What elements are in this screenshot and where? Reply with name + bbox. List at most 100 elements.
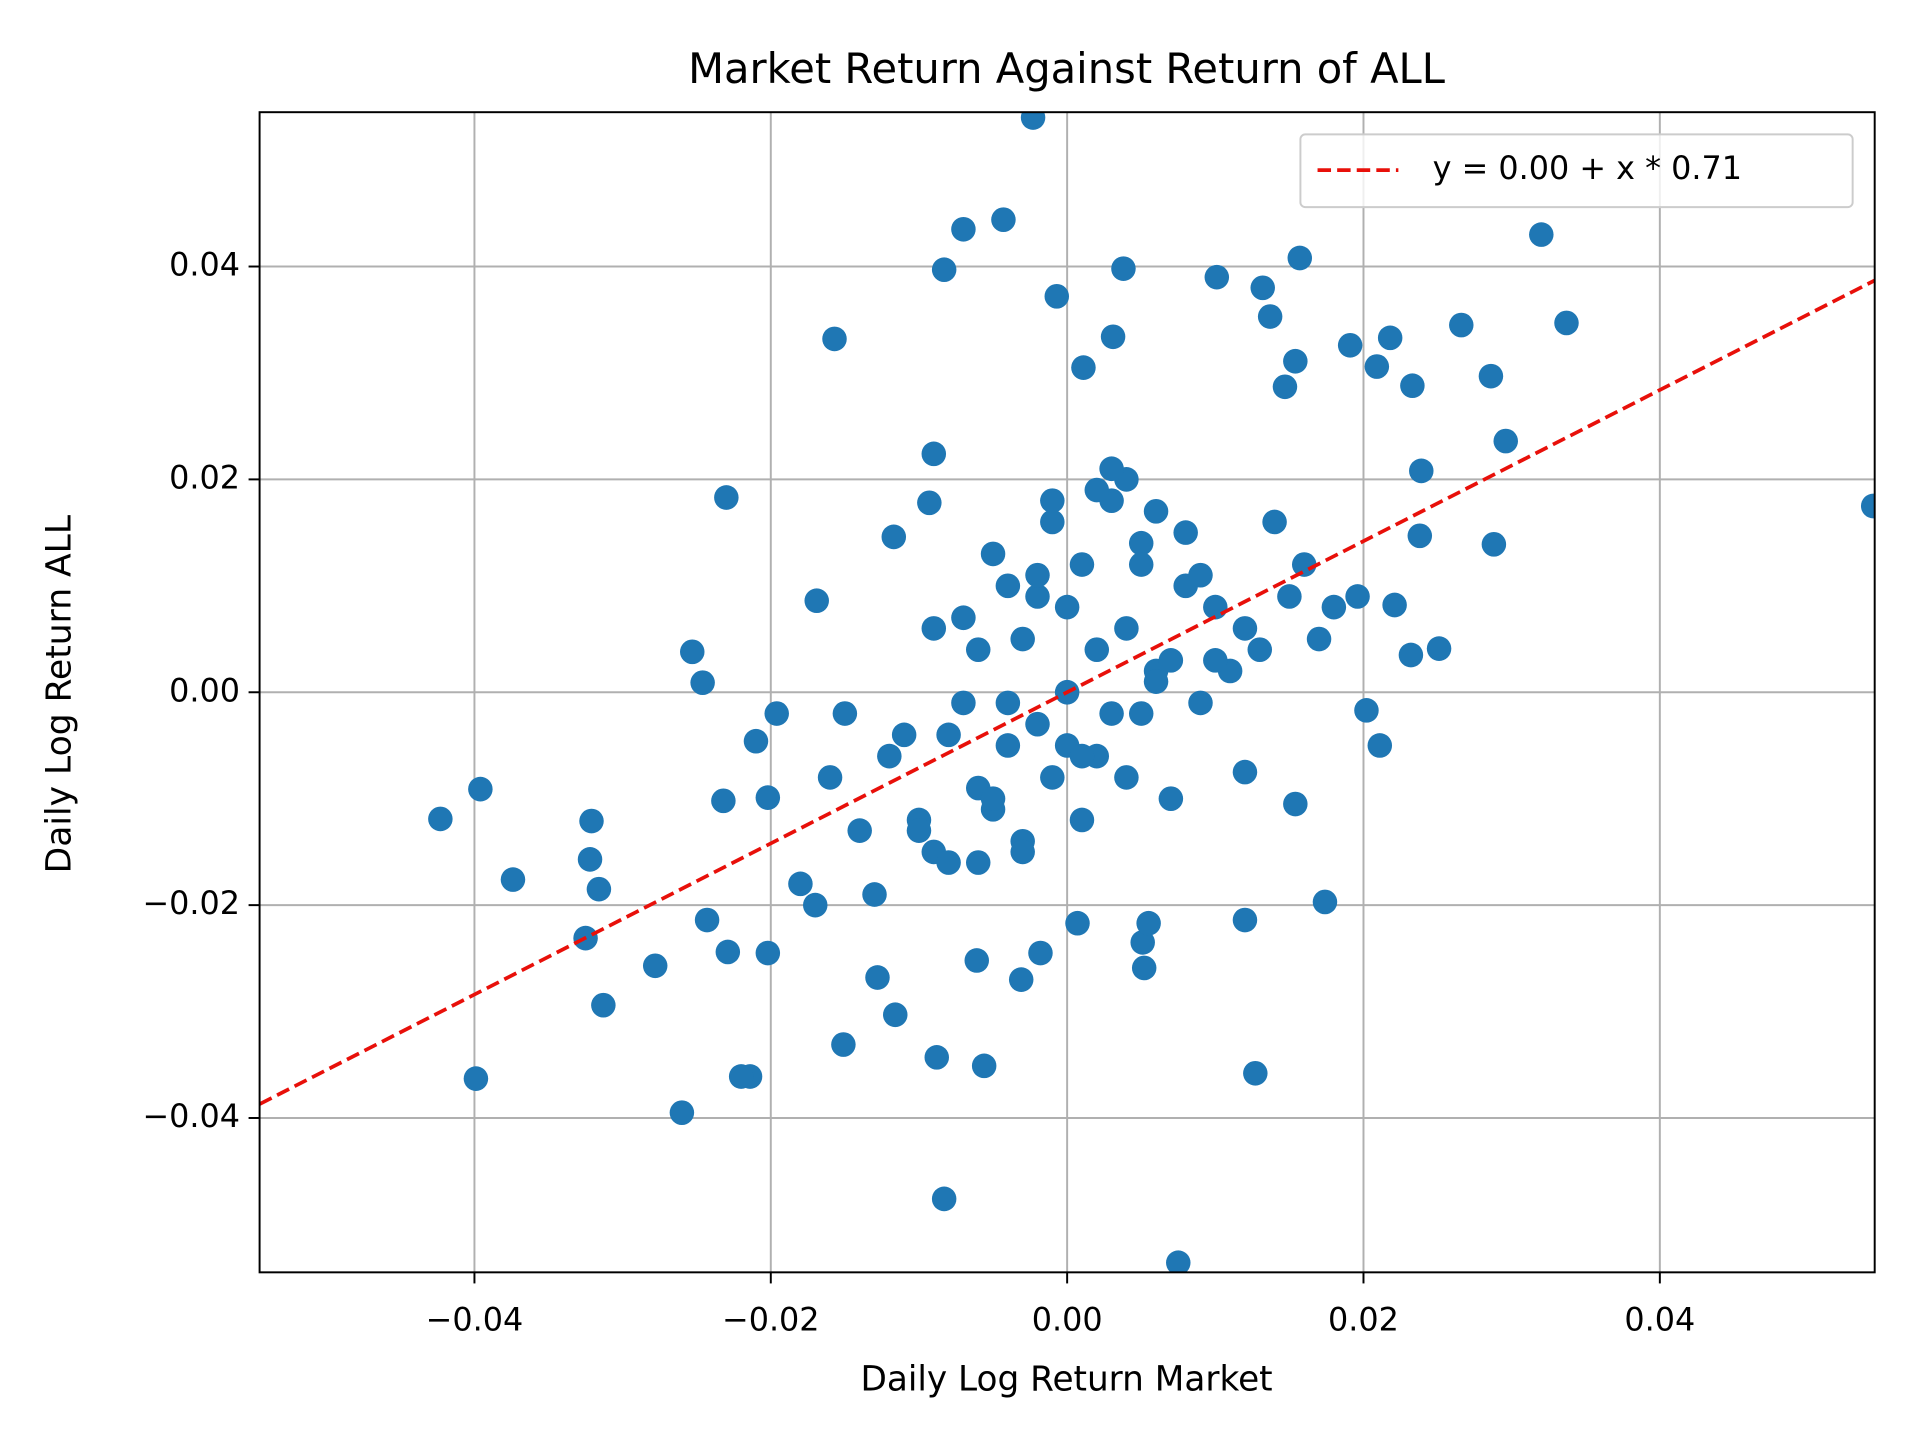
x-tick-label: −0.04: [426, 1301, 524, 1339]
point: [1382, 592, 1407, 618]
point: [1173, 520, 1198, 545]
point: [642, 953, 668, 979]
point: [1232, 907, 1258, 933]
point: [817, 765, 843, 790]
point: [743, 728, 769, 754]
point: [1020, 112, 1046, 130]
point: [1409, 458, 1434, 484]
point: [1481, 531, 1507, 557]
point: [728, 1064, 754, 1089]
point: [891, 722, 917, 748]
point: [877, 743, 902, 769]
x-tick-label: 0.04: [1624, 1301, 1695, 1339]
point: [1232, 759, 1258, 785]
point: [951, 216, 976, 242]
point: [1111, 256, 1136, 281]
point: [1188, 562, 1213, 588]
x-tick-label: 0.00: [1032, 1301, 1103, 1339]
point: [1243, 1060, 1268, 1086]
y-tick-label: 0.02: [169, 458, 240, 496]
point: [690, 670, 715, 696]
point: [1277, 584, 1302, 609]
legend: y = 0.00 + x * 0.71: [1299, 133, 1854, 209]
point: [931, 1186, 957, 1212]
point: [1398, 642, 1424, 668]
point: [1232, 616, 1258, 641]
point: [715, 939, 741, 965]
point: [1860, 493, 1875, 519]
point: [881, 524, 907, 550]
point: [1054, 594, 1080, 620]
point: [577, 847, 603, 872]
point: [1257, 304, 1283, 329]
point: [847, 818, 872, 843]
point: [1136, 910, 1161, 936]
point: [1010, 626, 1035, 652]
point: [931, 257, 957, 283]
point: [669, 1100, 695, 1126]
point: [1128, 530, 1154, 556]
point: [921, 616, 947, 641]
x-tick-label: 0.02: [1328, 1301, 1399, 1339]
point: [1025, 562, 1050, 588]
point: [951, 605, 976, 631]
point: [995, 573, 1021, 599]
point: [1188, 690, 1213, 716]
chart-title: Market Return Against Return of ALL: [688, 44, 1446, 93]
point: [965, 850, 991, 875]
point: [1084, 637, 1110, 663]
point: [951, 690, 976, 716]
point: [1084, 477, 1110, 503]
point: [1478, 363, 1504, 389]
point: [1099, 456, 1124, 482]
point: [579, 808, 604, 834]
point: [831, 1032, 856, 1057]
point: [964, 948, 990, 973]
point: [862, 882, 887, 907]
y-tick-label: −0.04: [142, 1097, 240, 1135]
point: [463, 1066, 489, 1091]
point: [1010, 839, 1035, 865]
point: [1143, 669, 1169, 694]
point: [1306, 626, 1332, 652]
point: [1143, 498, 1169, 524]
point: [1069, 807, 1095, 833]
point: [1250, 275, 1275, 301]
point: [995, 733, 1021, 758]
point: [980, 786, 1006, 812]
point: [1287, 245, 1313, 271]
point: [803, 892, 828, 918]
point: [1321, 594, 1347, 620]
legend-box: [1299, 133, 1854, 209]
point: [1204, 264, 1230, 290]
point: [906, 818, 932, 843]
point: [1367, 733, 1393, 758]
point: [500, 867, 526, 892]
point: [1071, 355, 1096, 380]
grid: −0.04 −0.02 0.00 0.02 0.04 −0.04 −0.02 0.00 0.02…: [142, 112, 1875, 1339]
point: [1158, 786, 1184, 812]
point: [1130, 930, 1155, 955]
point: [991, 207, 1016, 233]
point: [1493, 428, 1518, 454]
point: [586, 876, 612, 902]
point: [883, 1002, 908, 1028]
point: [1203, 648, 1228, 673]
point: [468, 776, 493, 802]
point: [1426, 636, 1452, 661]
point: [1345, 584, 1370, 609]
point: [965, 637, 991, 663]
y-tick-label: −0.02: [142, 884, 240, 922]
point: [694, 907, 720, 933]
point: [1554, 310, 1579, 336]
point: [1312, 889, 1338, 915]
axes-frame: [258, 111, 1876, 1274]
fit-line: [259, 278, 1875, 1106]
point: [1069, 552, 1095, 577]
point: [1291, 552, 1317, 577]
point: [1354, 698, 1379, 723]
point: [832, 701, 858, 726]
point: [1025, 711, 1050, 737]
point: [936, 850, 961, 875]
